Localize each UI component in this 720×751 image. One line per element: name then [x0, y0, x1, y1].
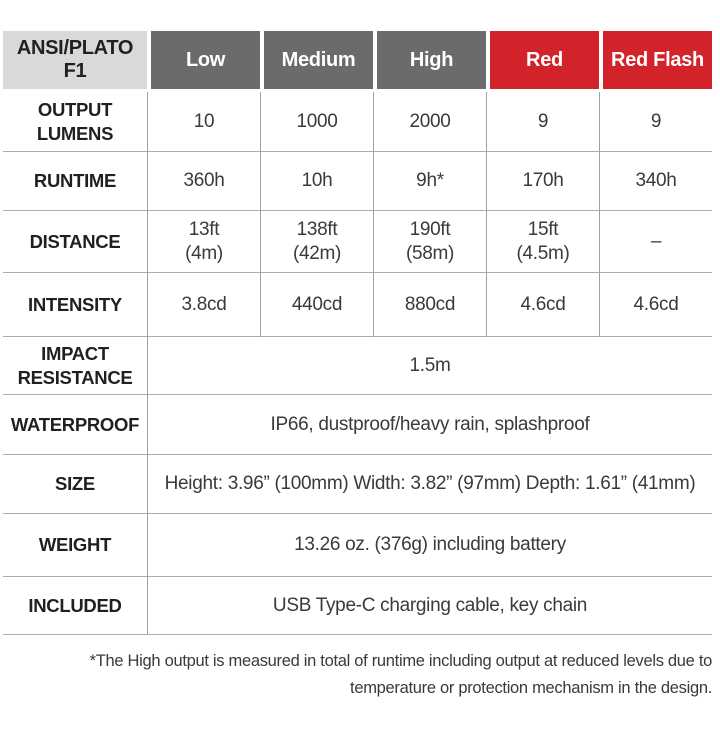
spec-table: ANSI/PLATO F1 Low Medium High Red Red Fl… — [3, 31, 712, 635]
row-label-impact-resistance: IMPACT RESISTANCE — [3, 337, 147, 395]
cell-runtime-red: 170h — [486, 152, 599, 211]
row-label-size: SIZE — [3, 455, 147, 514]
cell-output-lumens-low: 10 — [147, 92, 260, 152]
column-header-red-flash: Red Flash — [599, 31, 712, 92]
cell-output-lumens-red-flash: 9 — [599, 92, 712, 152]
row-label-waterproof: WATERPROOF — [3, 395, 147, 455]
table-corner-header: ANSI/PLATO F1 — [3, 31, 147, 92]
cell-distance-red-flash: – — [599, 211, 712, 273]
cell-intensity-low: 3.8cd — [147, 273, 260, 337]
cell-distance-high: 190ft (58m) — [373, 211, 486, 273]
row-label-intensity: INTENSITY — [3, 273, 147, 337]
footnote: *The High output is measured in total of… — [89, 652, 713, 698]
cell-impact-resistance-value: 1.5m — [147, 337, 712, 395]
cell-included-value: USB Type-C charging cable, key chain — [147, 577, 712, 635]
column-header-medium: Medium — [260, 31, 373, 92]
row-label-distance: DISTANCE — [3, 211, 147, 273]
column-header-high: High — [373, 31, 486, 92]
row-label-included: INCLUDED — [3, 577, 147, 635]
row-label-weight: WEIGHT — [3, 514, 147, 577]
cell-runtime-red-flash: 340h — [599, 152, 712, 211]
cell-distance-low: 13ft (4m) — [147, 211, 260, 273]
cell-output-lumens-high: 2000 — [373, 92, 486, 152]
cell-size-value: Height: 3.96” (100mm) Width: 3.82” (97mm… — [147, 455, 712, 514]
row-label-output-lumens: OUTPUT LUMENS — [3, 92, 147, 152]
column-header-low: Low — [147, 31, 260, 92]
cell-distance-red: 15ft (4.5m) — [486, 211, 599, 273]
row-label-runtime: RUNTIME — [3, 152, 147, 211]
cell-runtime-high: 9h* — [373, 152, 486, 211]
cell-intensity-red: 4.6cd — [486, 273, 599, 337]
column-header-red: Red — [486, 31, 599, 92]
cell-intensity-medium: 440cd — [260, 273, 373, 337]
cell-runtime-medium: 10h — [260, 152, 373, 211]
cell-intensity-red-flash: 4.6cd — [599, 273, 712, 337]
cell-output-lumens-red: 9 — [486, 92, 599, 152]
cell-waterproof-value: IP66, dustproof/heavy rain, splashproof — [147, 395, 712, 455]
cell-distance-medium: 138ft (42m) — [260, 211, 373, 273]
cell-intensity-high: 880cd — [373, 273, 486, 337]
cell-output-lumens-medium: 1000 — [260, 92, 373, 152]
cell-runtime-low: 360h — [147, 152, 260, 211]
cell-weight-value: 13.26 oz. (376g) including battery — [147, 514, 712, 577]
